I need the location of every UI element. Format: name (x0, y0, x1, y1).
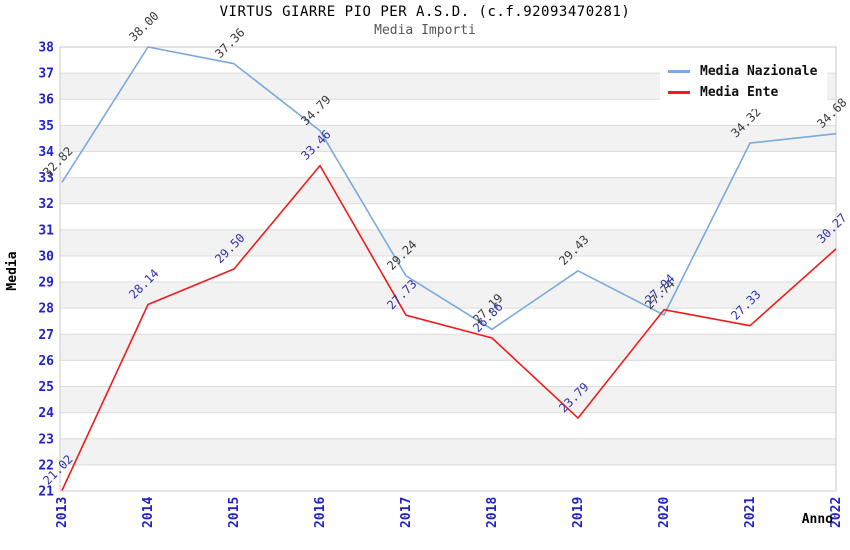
x-tick-label: 2020 (657, 497, 672, 528)
x-tick-label: 2022 (829, 497, 844, 528)
grid-band (60, 125, 836, 152)
y-tick-label: 31 (38, 223, 54, 238)
grid-band (60, 438, 836, 465)
legend-item-label: Media Nazionale (700, 64, 818, 79)
y-tick-label: 30 (38, 249, 54, 264)
x-tick-label: 2016 (313, 497, 328, 528)
legend-item: Media Ente (668, 85, 817, 100)
x-tick-label: 2019 (571, 497, 586, 528)
legend: Media Nazionale Media Ente (660, 57, 828, 109)
series-line-media-nazionale (61, 46, 837, 331)
legend-swatch (668, 70, 690, 73)
grid-band (60, 386, 836, 413)
y-tick-label: 24 (38, 406, 54, 421)
y-tick-label: 33 (38, 171, 54, 186)
x-tick-label: 2021 (743, 497, 758, 528)
y-tick-label: 23 (38, 432, 54, 447)
y-tick-label: 25 (38, 380, 54, 395)
x-tick-label: 2013 (55, 497, 70, 528)
y-tick-label: 32 (38, 197, 54, 212)
y-tick-label: 36 (38, 93, 54, 108)
y-axis-title: Media (5, 251, 20, 290)
x-tick-label: 2015 (227, 497, 242, 528)
y-tick-label: 27 (38, 328, 54, 343)
plot-background (60, 47, 836, 491)
y-tick-label: 21 (38, 485, 54, 500)
grid-band (60, 177, 836, 204)
grid-band (60, 334, 836, 361)
x-tick-label: 2017 (399, 497, 414, 528)
legend-item-label: Media Ente (700, 85, 779, 100)
legend-item: Media Nazionale (668, 64, 817, 79)
y-tick-label: 29 (38, 276, 54, 291)
x-tick-label: 2018 (485, 497, 500, 528)
y-tick-label: 35 (38, 119, 54, 134)
plot-border (59, 46, 837, 492)
point-label: 38.00 (126, 9, 161, 44)
y-tick-label: 37 (38, 67, 54, 82)
y-tick-label: 22 (38, 458, 54, 473)
y-tick-label: 38 (38, 41, 54, 56)
grid-band (60, 229, 836, 256)
grid-band (60, 282, 836, 309)
chart-subtitle: Media Importi (374, 23, 476, 38)
y-tick-label: 34 (38, 145, 54, 160)
y-tick-label: 26 (38, 354, 54, 369)
legend-swatch (668, 91, 690, 94)
series-line-media-ente (61, 164, 837, 491)
chart-title: VIRTUS GIARRE PIO PER A.S.D. (c.f.920934… (219, 4, 631, 20)
x-tick-label: 2014 (141, 497, 156, 528)
y-tick-label: 28 (38, 302, 54, 317)
x-axis-title: Anno (802, 512, 833, 527)
